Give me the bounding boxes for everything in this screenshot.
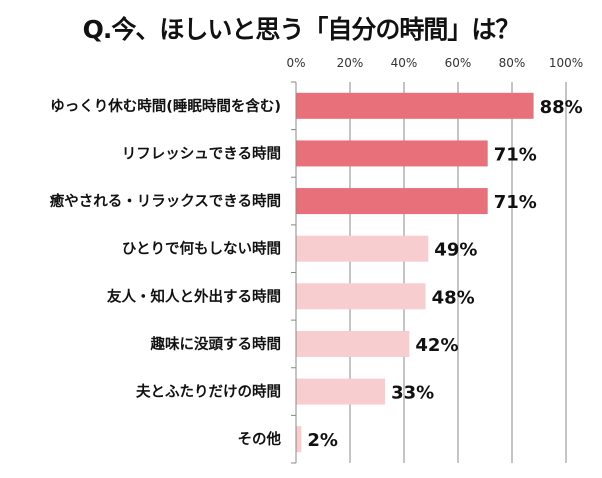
x-tick-label: 40% — [391, 56, 418, 70]
x-tick-label: 0% — [286, 56, 305, 70]
category-label: その他 — [238, 430, 282, 448]
bar — [296, 426, 302, 453]
bar — [296, 235, 429, 262]
bar — [296, 283, 426, 310]
data-label: 71% — [494, 144, 537, 165]
data-label: 33% — [391, 383, 434, 404]
chart-title: Q.今、ほしいと思う「自分の時間」は？ — [82, 15, 521, 44]
data-label: 42% — [415, 335, 458, 356]
data-label: 2% — [307, 430, 338, 451]
category-label: 友人・知人と外出する時間 — [107, 287, 281, 305]
bar — [296, 378, 386, 405]
category-label: ひとりで何もしない時間 — [122, 240, 281, 258]
category-label: 趣味に没頭する時間 — [150, 335, 282, 353]
data-label: 71% — [494, 192, 537, 213]
data-label: 88% — [540, 97, 583, 118]
bar — [296, 140, 488, 167]
bar — [296, 188, 488, 215]
x-tick-label: 80% — [499, 56, 526, 70]
bar — [296, 330, 410, 357]
data-label: 48% — [432, 287, 475, 308]
category-label: リフレッシュできる時間 — [122, 145, 281, 162]
bar — [296, 92, 534, 119]
category-label: 癒やされる・リラックスできる時間 — [50, 192, 281, 210]
category-label: ゆっくり休む時間(睡眠時間を含む) — [50, 97, 281, 115]
data-label: 49% — [434, 240, 477, 261]
x-tick-label: 100% — [549, 56, 583, 70]
category-label: 夫とふたりだけの時間 — [136, 383, 281, 401]
x-tick-label: 60% — [445, 56, 472, 70]
x-tick-label: 20% — [337, 56, 364, 70]
